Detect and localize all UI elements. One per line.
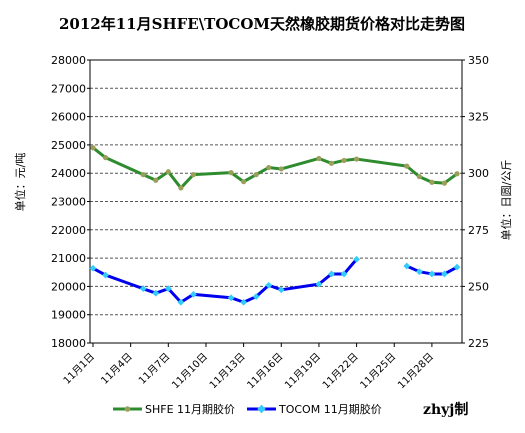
right-axis-label: 单位：日圆/公斤	[499, 160, 513, 241]
x-tick-label: 11月22日	[320, 351, 361, 392]
x-tick-label: 11月28日	[395, 351, 436, 392]
x-tick-label: 11月19日	[282, 351, 323, 392]
left-tick-label: 23000	[51, 196, 86, 209]
legend-shfe-label: SHFE 11月期胶价	[145, 402, 235, 416]
left-axis-ticks: 28000 27000 26000 25000 24000 23000 22000 21000…	[51, 54, 90, 350]
right-tick-label: 300	[468, 167, 489, 180]
right-axis-ticks: 350 325 300 275 250 225	[462, 54, 489, 350]
tocom-data-point	[164, 285, 172, 293]
tocom-series-line	[92, 258, 358, 304]
shfe-series-line	[92, 146, 458, 190]
x-axis-ticks: 11月1日 11月4日 11月7日11月10日11月13日11月16日11月19日1…	[61, 343, 436, 391]
shfe-data-point	[266, 164, 272, 171]
tocom-data-point	[441, 270, 448, 278]
tocom-data-point	[177, 298, 185, 306]
tocom-data-point	[415, 268, 423, 276]
shfe-data-point	[278, 166, 284, 172]
left-tick-label: 22000	[51, 224, 86, 237]
right-tick-label: 350	[468, 54, 489, 67]
shfe-data-point	[153, 177, 159, 183]
tocom-data-point	[152, 289, 160, 297]
shfe-data-point	[140, 172, 146, 178]
tocom-data-point	[340, 270, 348, 278]
tocom-data-point	[315, 280, 323, 288]
shfe-data-point	[241, 179, 247, 185]
shfe-data-point	[328, 160, 335, 166]
tocom-data-point	[403, 262, 411, 270]
chart-title: 2012年11月SHFE\TOCOM天然橡胶期货价格对比走势图	[59, 15, 465, 33]
shfe-data-point	[190, 172, 197, 178]
tocom-data-point	[252, 293, 260, 300]
x-tick-label: 11月1日	[61, 351, 97, 387]
shfe-data-point	[253, 172, 259, 178]
shfe-data-point	[228, 170, 234, 176]
x-tick-label: 11月13日	[207, 351, 248, 392]
chart-credit: zhyj制	[423, 401, 468, 418]
tocom-data-point	[240, 298, 248, 306]
shfe-data-point	[102, 155, 109, 161]
left-tick-label: 26000	[51, 111, 86, 124]
series-layer	[89, 145, 461, 306]
shfe-data-point	[416, 173, 422, 180]
legend-tocom-marker	[257, 404, 266, 414]
shfe-data-point	[454, 171, 460, 177]
tocom-data-point	[428, 270, 436, 278]
tocom-data-point	[328, 270, 335, 278]
left-tick-label: 28000	[51, 54, 86, 67]
shfe-data-point	[353, 156, 360, 162]
shfe-data-point	[178, 185, 184, 191]
left-axis-label: 单位：元/吨	[13, 153, 27, 212]
x-tick-label: 11月7日	[136, 351, 172, 387]
legend-shfe-marker	[124, 406, 131, 412]
shfe-data-point	[404, 163, 410, 169]
shfe-data-point	[429, 179, 435, 185]
tocom-data-point	[89, 264, 97, 272]
tocom-data-point	[227, 294, 235, 302]
shfe-data-point	[165, 169, 171, 175]
legend-tocom-label: TOCOM 11月期胶价	[278, 402, 382, 416]
tocom-data-point	[190, 290, 197, 298]
left-tick-label: 24000	[51, 167, 86, 180]
shfe-data-point	[90, 145, 96, 151]
shfe-data-point	[341, 157, 347, 164]
tocom-data-point	[277, 286, 285, 294]
x-tick-label: 11月16日	[245, 351, 286, 392]
shfe-data-point	[441, 180, 448, 186]
tocom-data-point	[453, 263, 461, 271]
left-tick-label: 21000	[51, 252, 86, 265]
shfe-data-point	[316, 155, 322, 162]
left-tick-label: 19000	[51, 309, 86, 322]
tocom-data-point	[139, 285, 147, 293]
x-tick-label: 11月4日	[99, 351, 135, 387]
tocom-data-point	[353, 255, 360, 263]
gridlines	[90, 87, 462, 316]
x-tick-label: 11月25日	[358, 351, 399, 392]
left-tick-label: 27000	[51, 82, 86, 95]
left-tick-label: 25000	[51, 139, 86, 152]
right-tick-label: 250	[468, 280, 489, 293]
legend: SHFE 11月期胶价 TOCOM 11月期胶价	[113, 402, 382, 416]
right-tick-label: 275	[468, 224, 489, 237]
right-tick-label: 325	[468, 111, 489, 124]
left-tick-label: 18000	[51, 337, 86, 350]
left-tick-label: 20000	[51, 280, 86, 293]
tocom-data-point	[102, 271, 109, 279]
x-tick-label: 11月10日	[169, 351, 210, 392]
right-tick-label: 225	[468, 337, 489, 350]
